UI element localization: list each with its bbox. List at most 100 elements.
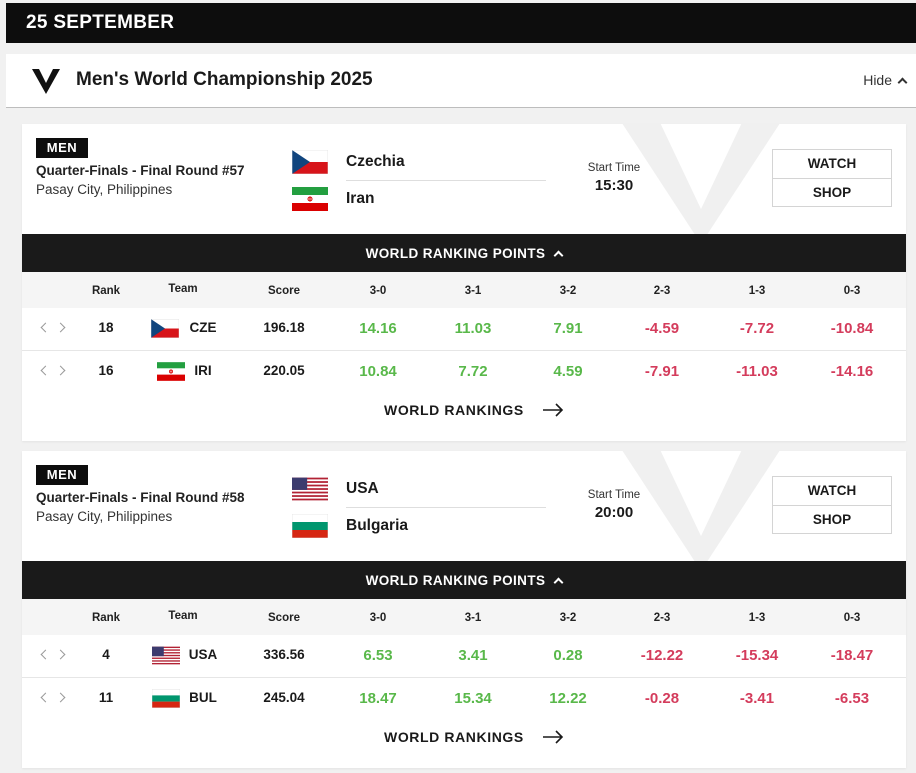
chevron-right-icon[interactable] bbox=[55, 365, 66, 376]
column-header-rank: Rank bbox=[91, 612, 121, 624]
points-2-3: -0.28 bbox=[644, 690, 680, 707]
column-header-3-0: 3-0 bbox=[369, 612, 387, 624]
world-rankings-label: WORLD RANKINGS bbox=[384, 402, 524, 418]
points-3-1: 15.34 bbox=[454, 690, 492, 707]
match-venue: Pasay City, Philippines bbox=[36, 509, 173, 524]
table-row: 11 BUL 245.04 18.47 15.34 12.22 -0.28 -3… bbox=[22, 677, 906, 719]
chevron-left-icon[interactable] bbox=[40, 365, 51, 376]
column-header-team: Team bbox=[168, 283, 198, 295]
team-rank: 11 bbox=[98, 690, 114, 705]
column-header-0-3: 0-3 bbox=[843, 612, 861, 624]
ranking-table-header: Rank Team Score 3-0 3-1 3-2 2-3 1-3 0-3 bbox=[22, 599, 906, 635]
team-code: BUL bbox=[189, 690, 217, 705]
column-header-3-1: 3-1 bbox=[464, 612, 482, 624]
home-team[interactable]: USA bbox=[292, 471, 546, 507]
row-nav bbox=[40, 647, 66, 660]
column-header-1-3: 1-3 bbox=[748, 612, 766, 624]
usa-flag-icon bbox=[152, 646, 180, 665]
points-0-3: -6.53 bbox=[834, 690, 870, 707]
points-1-3: -7.72 bbox=[739, 320, 775, 337]
chevron-right-icon[interactable] bbox=[55, 322, 66, 333]
date-header: 25 SEPTEMBER bbox=[6, 3, 916, 43]
match-round: Quarter-Finals - Final Round #58 bbox=[36, 490, 245, 505]
gender-badge: MEN bbox=[36, 138, 88, 158]
volleyball-world-logo-icon bbox=[30, 67, 62, 95]
match-actions: WATCH SHOP bbox=[772, 476, 892, 534]
match-card: MEN Quarter-Finals - Final Round #58 Pas… bbox=[22, 451, 906, 768]
world-ranking-points-toggle[interactable]: WORLD RANKING POINTS bbox=[22, 234, 906, 272]
points-3-0: 6.53 bbox=[363, 647, 393, 664]
points-3-0: 10.84 bbox=[359, 363, 397, 380]
iran-flag-icon bbox=[292, 187, 328, 211]
championship-header: Men's World Championship 2025 Hide bbox=[6, 54, 916, 108]
points-0-3: -14.16 bbox=[830, 363, 874, 380]
chevron-up-icon bbox=[897, 77, 908, 87]
start-time-label: Start Time bbox=[587, 489, 641, 501]
chevron-left-icon[interactable] bbox=[40, 692, 51, 703]
column-header-3-2: 3-2 bbox=[559, 285, 577, 297]
points-0-3: -18.47 bbox=[830, 647, 874, 664]
points-3-1: 7.72 bbox=[458, 363, 488, 380]
world-rankings-link[interactable]: WORLD RANKINGS bbox=[384, 402, 564, 418]
watch-button[interactable]: WATCH bbox=[773, 477, 891, 505]
chevron-up-icon bbox=[553, 577, 564, 587]
team-score: 220.05 bbox=[263, 363, 305, 378]
team-rank: 18 bbox=[98, 320, 114, 335]
wrp-label: WORLD RANKING POINTS bbox=[365, 245, 546, 261]
away-team[interactable]: Bulgaria bbox=[292, 508, 546, 544]
column-header-2-3: 2-3 bbox=[653, 285, 671, 297]
shop-button[interactable]: SHOP bbox=[773, 505, 891, 533]
points-2-3: -7.91 bbox=[644, 363, 680, 380]
team-score: 245.04 bbox=[263, 690, 305, 705]
table-row: 16 IRI 220.05 10.84 7.72 4.59 -7.91 -11.… bbox=[22, 350, 906, 392]
column-header-2-3: 2-3 bbox=[653, 612, 671, 624]
away-team[interactable]: Iran bbox=[292, 181, 546, 217]
team-code: CZE bbox=[189, 320, 217, 335]
team-rank: 4 bbox=[102, 647, 110, 662]
chevron-left-icon[interactable] bbox=[40, 322, 51, 333]
home-team[interactable]: Czechia bbox=[292, 144, 546, 180]
column-header-0-3: 0-3 bbox=[843, 285, 861, 297]
start-time-value: 20:00 bbox=[594, 504, 634, 521]
team-name: USA bbox=[346, 480, 379, 497]
points-3-1: 3.41 bbox=[458, 647, 488, 664]
czech-flag-icon bbox=[151, 319, 179, 338]
hide-label: Hide bbox=[863, 72, 892, 88]
points-3-0: 18.47 bbox=[359, 690, 397, 707]
points-3-2: 0.28 bbox=[553, 647, 583, 664]
team-code: USA bbox=[188, 647, 218, 662]
world-rankings-link[interactable]: WORLD RANKINGS bbox=[384, 729, 564, 745]
chevron-right-icon[interactable] bbox=[55, 692, 66, 703]
iran-flag-icon bbox=[157, 362, 185, 381]
points-3-2: 7.91 bbox=[553, 320, 583, 337]
watch-button[interactable]: WATCH bbox=[773, 150, 891, 178]
points-2-3: -12.22 bbox=[640, 647, 684, 664]
column-header-3-1: 3-1 bbox=[464, 285, 482, 297]
chevron-left-icon[interactable] bbox=[40, 649, 51, 660]
team-name: Czechia bbox=[346, 153, 405, 170]
points-3-0: 14.16 bbox=[359, 320, 397, 337]
points-1-3: -15.34 bbox=[735, 647, 779, 664]
match-actions: WATCH SHOP bbox=[772, 149, 892, 207]
team-name: Bulgaria bbox=[346, 517, 409, 534]
gender-badge: MEN bbox=[36, 465, 88, 485]
hide-toggle-button[interactable]: Hide bbox=[863, 72, 908, 88]
chevron-right-icon[interactable] bbox=[55, 649, 66, 660]
start-time-value: 15:30 bbox=[594, 177, 634, 194]
world-ranking-points-toggle[interactable]: WORLD RANKING POINTS bbox=[22, 561, 906, 599]
points-1-3: -11.03 bbox=[736, 363, 778, 380]
arrow-right-icon bbox=[542, 403, 563, 417]
match-teams: USA Bulgaria bbox=[292, 471, 546, 544]
shop-button[interactable]: SHOP bbox=[773, 178, 891, 206]
team-code: IRI bbox=[194, 363, 212, 378]
team-rank: 16 bbox=[98, 363, 114, 378]
table-row: 4 USA 336.56 6.53 3.41 0.28 -12.22 -15.3… bbox=[22, 635, 906, 677]
column-header-3-0: 3-0 bbox=[369, 285, 387, 297]
match-venue: Pasay City, Philippines bbox=[36, 182, 173, 197]
divider bbox=[346, 180, 546, 181]
row-nav bbox=[40, 690, 66, 703]
row-nav bbox=[40, 363, 66, 376]
start-time-block: Start Time 20:00 bbox=[582, 489, 646, 521]
column-header-rank: Rank bbox=[91, 285, 121, 297]
ranking-table-header: Rank Team Score 3-0 3-1 3-2 2-3 1-3 0-3 bbox=[22, 272, 906, 308]
